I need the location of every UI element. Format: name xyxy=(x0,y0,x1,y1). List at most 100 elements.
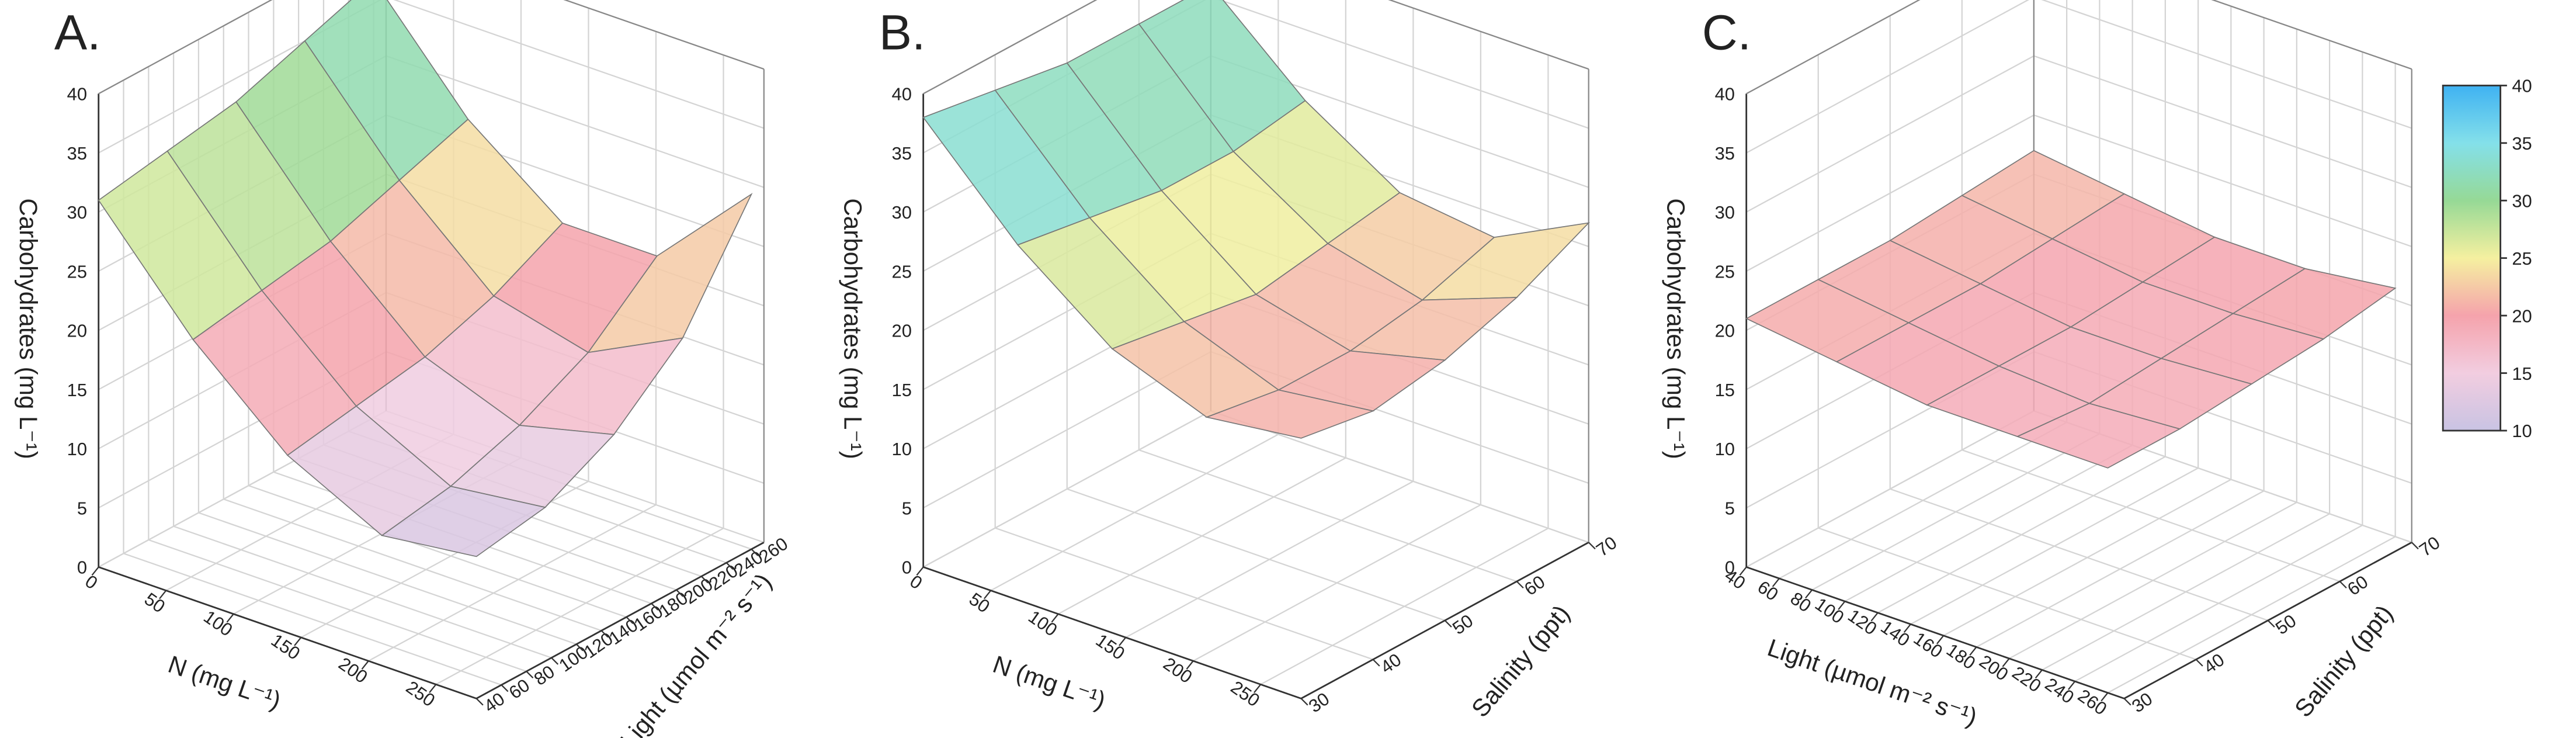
x-axis-title: N (mg L⁻¹) xyxy=(165,650,284,715)
z-tick-label: 0 xyxy=(902,557,912,578)
y-tick xyxy=(626,616,634,625)
frame-line xyxy=(563,0,765,70)
y-tick xyxy=(751,549,759,556)
frame-line xyxy=(923,0,1098,95)
y-tick-label: 40 xyxy=(480,688,508,716)
x-tick xyxy=(361,660,369,670)
x-tick xyxy=(1772,578,1780,587)
y-tick-label: 80 xyxy=(530,661,558,690)
x-tick xyxy=(294,637,302,646)
z-tick-label: 25 xyxy=(1715,261,1735,282)
y-axis-title: Salinity (ppt) xyxy=(1466,600,1575,722)
wall-grid-line xyxy=(1210,410,1589,543)
axis-line xyxy=(98,566,477,699)
x-tick xyxy=(1969,646,1977,656)
x-tick-label: 200 xyxy=(335,653,371,687)
x-tick-label: 140 xyxy=(1877,616,1913,650)
x-tick xyxy=(984,590,992,600)
wall-grid-line xyxy=(1746,0,2030,154)
y-tick xyxy=(725,562,734,570)
y-tick xyxy=(1300,698,1308,706)
x-tick xyxy=(1739,566,1747,576)
x-tick xyxy=(1051,614,1059,623)
x-tick-label: 240 xyxy=(2042,674,2078,708)
z-tick-label: 30 xyxy=(1715,202,1735,223)
floor-grid-line xyxy=(1890,488,2269,621)
floor-grid-line xyxy=(248,484,627,618)
frame-line xyxy=(98,0,273,95)
y-tick-label: 70 xyxy=(2415,532,2443,560)
frame-line xyxy=(1746,0,1921,95)
colorbar-tick-label: 35 xyxy=(2512,133,2532,154)
y-tick-label: 30 xyxy=(2128,688,2156,716)
x-tick xyxy=(2068,681,2076,690)
colorbar-tick-label: 25 xyxy=(2512,248,2532,269)
y-tick xyxy=(2267,620,2275,628)
z-tick-label: 0 xyxy=(1725,557,1735,578)
z-tick-label: 15 xyxy=(1715,380,1735,400)
x-tick-label: 260 xyxy=(2074,685,2110,719)
floor-grid-line xyxy=(198,512,577,645)
y-tick xyxy=(526,671,534,678)
z-tick-label: 30 xyxy=(67,202,87,223)
z-tick-label: 35 xyxy=(892,143,912,164)
y-tick xyxy=(475,698,484,706)
floor-grid-line xyxy=(368,504,657,662)
wall-grid-line xyxy=(1746,410,2035,568)
floor-grid-line xyxy=(173,525,552,659)
colorbar-tick-label: 30 xyxy=(2512,190,2532,211)
z-tick-label: 25 xyxy=(67,261,87,282)
z-tick-label: 20 xyxy=(892,321,912,341)
wall-grid-line xyxy=(563,0,765,70)
colorbar-tick-label: 40 xyxy=(2512,76,2532,96)
z-tick-label: 0 xyxy=(77,557,87,578)
x-tick xyxy=(159,590,167,600)
x-tick-label: 160 xyxy=(1910,628,1946,662)
wall-grid-line xyxy=(2033,55,2412,188)
y-tick-label: 60 xyxy=(2344,571,2372,600)
floor-grid-line xyxy=(148,539,527,673)
x-tick xyxy=(429,684,437,694)
frame-line xyxy=(2211,0,2412,70)
y-tick xyxy=(1588,542,1596,550)
surface-cell xyxy=(380,486,547,557)
floor-grid-line xyxy=(1961,449,2341,583)
floor-grid-line xyxy=(123,553,502,686)
panel-label: A. xyxy=(54,5,101,60)
x-tick xyxy=(1119,637,1127,646)
z-axis-title: Carbohydrates (mg L⁻¹) xyxy=(1662,198,1690,459)
z-tick-label: 5 xyxy=(1725,498,1735,518)
z-tick-label: 20 xyxy=(1715,321,1735,341)
x-tick-label: 120 xyxy=(1844,605,1880,639)
floor-grid-line xyxy=(1067,488,1445,621)
x-tick xyxy=(91,566,99,576)
z-tick-label: 15 xyxy=(67,380,87,400)
y-tick xyxy=(551,657,559,665)
wall-grid-line xyxy=(1746,114,2035,272)
y-tick xyxy=(2411,542,2419,550)
y-tick-label: 60 xyxy=(505,675,533,703)
x-tick xyxy=(1186,660,1194,670)
y-tick-label: 50 xyxy=(1449,610,1477,638)
x-tick xyxy=(1936,635,1945,645)
z-tick-label: 35 xyxy=(1715,143,1735,164)
x-axis-title: N (mg L⁻¹) xyxy=(990,650,1109,715)
x-tick xyxy=(1254,684,1262,694)
wall-grid-line xyxy=(2211,0,2412,70)
y-tick xyxy=(600,630,609,638)
z-tick-label: 30 xyxy=(892,202,912,223)
y-tick xyxy=(651,602,659,611)
y-tick xyxy=(501,684,509,692)
y-tick xyxy=(701,576,709,584)
x-tick xyxy=(2101,692,2109,702)
z-tick-label: 15 xyxy=(892,380,912,400)
y-tick-label: 70 xyxy=(1592,532,1620,560)
z-axis-title: Carbohydrates (mg L⁻¹) xyxy=(15,198,42,459)
y-tick xyxy=(1444,620,1452,628)
x-tick-label: 100 xyxy=(1025,607,1061,640)
x-tick-label: 200 xyxy=(1159,653,1196,687)
x-tick-label: 250 xyxy=(1227,677,1263,711)
y-tick xyxy=(1372,659,1380,667)
